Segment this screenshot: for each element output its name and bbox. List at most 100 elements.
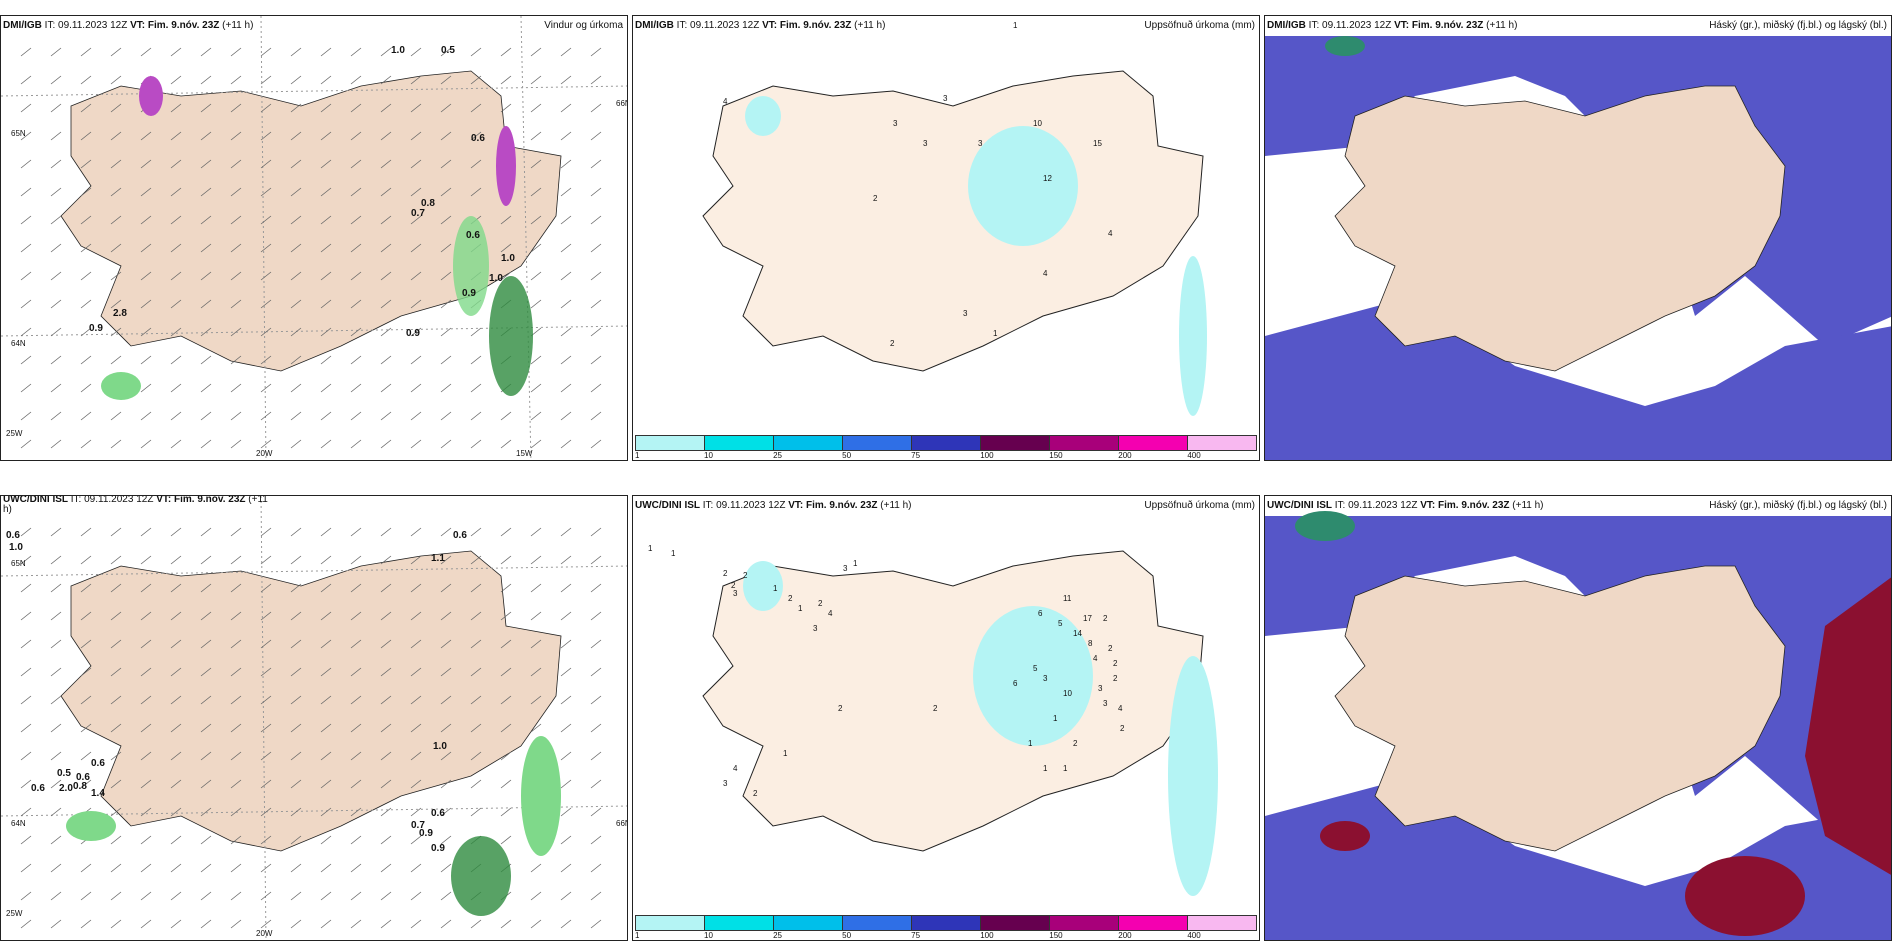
- wind-barb: [440, 243, 452, 253]
- wind-barb: [440, 891, 452, 901]
- wind-barb: [530, 131, 542, 141]
- colorbar-cell: [1119, 916, 1188, 930]
- wind-barb: [260, 439, 272, 449]
- panel-header: UWC/DINI ISL IT: 09.11.2023 12Z VT: Fim.…: [635, 500, 912, 511]
- wind-barb: [20, 131, 32, 141]
- wind-barb: [530, 215, 542, 225]
- wind-barb: [410, 439, 422, 449]
- wind-barb: [590, 439, 602, 449]
- wind-barb: [260, 863, 272, 873]
- wind-barb: [590, 103, 602, 113]
- wind-barb: [50, 383, 62, 393]
- wind-barb: [410, 751, 422, 761]
- wind-barb: [530, 863, 542, 873]
- wind-barb: [590, 355, 602, 365]
- wind-barb: [140, 527, 152, 537]
- colorbar-cell: [843, 916, 912, 930]
- wind-barb: [260, 779, 272, 789]
- wind-barb: [20, 751, 32, 761]
- wind-barb: [80, 131, 92, 141]
- wind-barb: [410, 47, 422, 57]
- precip-areas: [66, 736, 561, 916]
- wind-barb: [200, 75, 212, 85]
- precip-value-label: 1.4: [91, 788, 105, 799]
- wind-barb: [440, 439, 452, 449]
- wind-barb: [530, 439, 542, 449]
- wind-barb: [20, 583, 32, 593]
- panel-title: Vindur og úrkoma: [544, 20, 623, 31]
- wind-barb: [80, 159, 92, 169]
- wind-barb: [380, 75, 392, 85]
- wind-barb: [80, 555, 92, 565]
- wind-barb: [530, 891, 542, 901]
- precip-value-label: 2: [731, 581, 736, 590]
- wind-barb: [50, 807, 62, 817]
- wind-barb: [380, 583, 392, 593]
- wind-barb: [230, 555, 242, 565]
- wind-barb: [530, 583, 542, 593]
- wind-barb: [560, 807, 572, 817]
- wind-barb: [410, 723, 422, 733]
- wind-barb: [320, 159, 332, 169]
- precip-value-label: 1.0: [9, 542, 23, 553]
- wind-barb: [470, 75, 482, 85]
- wind-barb: [560, 863, 572, 873]
- wind-barb: [440, 863, 452, 873]
- wind-barb: [350, 863, 362, 873]
- precip-colorbar: 1 10 25 50 75 100 150 200 400: [635, 435, 1257, 460]
- wind-barb: [20, 779, 32, 789]
- wind-barb: [200, 299, 212, 309]
- wind-barb: [20, 327, 32, 337]
- wind-barb: [350, 751, 362, 761]
- wind-barb: [410, 271, 422, 281]
- wind-barb: [410, 611, 422, 621]
- wind-barb: [20, 695, 32, 705]
- wind-barb: [320, 667, 332, 677]
- wind-barb: [20, 243, 32, 253]
- wind-barb: [350, 355, 362, 365]
- wind-barb: [200, 383, 212, 393]
- wind-barb: [380, 103, 392, 113]
- wind-barb: [140, 439, 152, 449]
- wind-barb: [380, 47, 392, 57]
- precip-value-label: 0.6: [453, 530, 467, 541]
- wind-barb: [110, 299, 122, 309]
- precip-value-label: 0.6: [471, 133, 485, 144]
- colorbar-cell: [705, 916, 774, 930]
- lon-label-25w: 25W: [6, 429, 23, 438]
- wind-barb: [470, 751, 482, 761]
- wind-barb: [320, 299, 332, 309]
- wind-barb: [320, 863, 332, 873]
- wind-barb: [410, 187, 422, 197]
- wind-barb: [590, 187, 602, 197]
- wind-barb: [170, 891, 182, 901]
- wind-barb: [110, 751, 122, 761]
- wind-barb: [500, 779, 512, 789]
- precip-value-label: 0.9: [462, 288, 476, 299]
- colorbar-cell: [1188, 436, 1256, 450]
- wind-barb: [140, 695, 152, 705]
- colorbar-cell: [1050, 436, 1119, 450]
- wind-barb: [290, 243, 302, 253]
- wind-barb: [320, 355, 332, 365]
- wind-barb: [590, 243, 602, 253]
- colorbar-tick: 100: [980, 451, 994, 460]
- wind-barb: [170, 243, 182, 253]
- wind-barb: [500, 47, 512, 57]
- precip-value-label: 2: [1120, 724, 1125, 733]
- precip-value-label: 1.1: [431, 553, 445, 564]
- precip-value-label: 0.8: [73, 781, 87, 792]
- wind-barb: [260, 327, 272, 337]
- wind-barb: [140, 639, 152, 649]
- wind-barb: [320, 527, 332, 537]
- wind-barb: [50, 751, 62, 761]
- wind-barb: [230, 779, 242, 789]
- wind-barb: [350, 187, 362, 197]
- colorbar-tick: 10: [704, 451, 713, 460]
- wind-barb: [290, 47, 302, 57]
- wind-barb: [380, 919, 392, 929]
- wind-barb: [320, 271, 332, 281]
- wind-barb: [20, 555, 32, 565]
- panel-title: Háský (gr.), miðský (fj.bl.) og lágský (…: [1709, 20, 1887, 31]
- wind-barb: [470, 779, 482, 789]
